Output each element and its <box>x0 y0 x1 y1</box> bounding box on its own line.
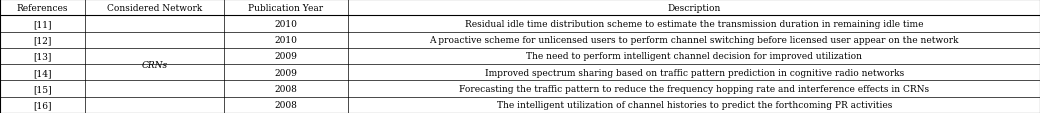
Text: The need to perform intelligent channel decision for improved utilization: The need to perform intelligent channel … <box>526 52 862 61</box>
Text: [11]: [11] <box>33 20 52 29</box>
Text: Residual idle time distribution scheme to estimate the transmission duration in : Residual idle time distribution scheme t… <box>465 20 924 29</box>
Text: Improved spectrum sharing based on traffic pattern prediction in cognitive radio: Improved spectrum sharing based on traff… <box>485 68 904 77</box>
Text: [14]: [14] <box>33 68 52 77</box>
Text: [13]: [13] <box>33 52 52 61</box>
Text: 2010: 2010 <box>275 20 297 29</box>
Text: [12]: [12] <box>33 36 52 45</box>
Text: Publication Year: Publication Year <box>249 4 323 13</box>
Text: Description: Description <box>668 4 721 13</box>
Text: The intelligent utilization of channel histories to predict the forthcoming PR a: The intelligent utilization of channel h… <box>496 100 892 109</box>
Text: [16]: [16] <box>33 100 52 109</box>
Text: 2008: 2008 <box>275 84 297 93</box>
Text: Forecasting the traffic pattern to reduce the frequency hopping rate and interfe: Forecasting the traffic pattern to reduc… <box>459 84 930 93</box>
Text: Considered Network: Considered Network <box>107 4 202 13</box>
Text: 2008: 2008 <box>275 100 297 109</box>
Text: 2010: 2010 <box>275 36 297 45</box>
Text: 2009: 2009 <box>275 68 297 77</box>
Text: [15]: [15] <box>33 84 52 93</box>
Text: A proactive scheme for unlicensed users to perform channel switching before lice: A proactive scheme for unlicensed users … <box>430 36 959 45</box>
Text: CRNs: CRNs <box>141 60 167 69</box>
Text: 2009: 2009 <box>275 52 297 61</box>
Text: References: References <box>17 4 69 13</box>
